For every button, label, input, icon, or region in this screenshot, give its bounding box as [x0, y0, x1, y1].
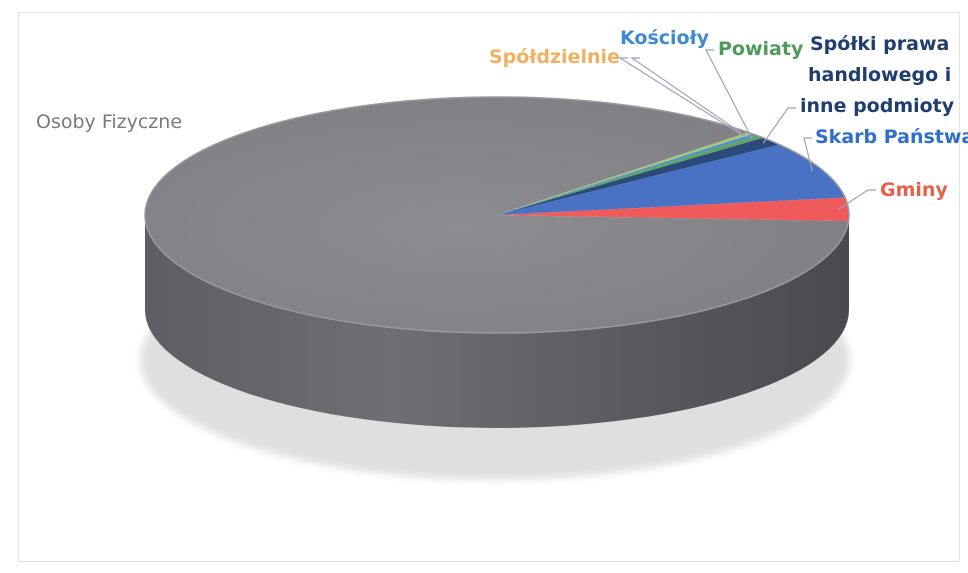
- pie-slice-kościoły: [497, 133, 758, 215]
- leader-line: [630, 57, 748, 138]
- pie-slice-skarb-państwa: [497, 144, 846, 215]
- leader-line: [837, 189, 876, 210]
- slice-label-spolki-line2: handlowego i: [808, 64, 951, 86]
- pie-slice-osoby-fizyczne: [144, 97, 849, 334]
- pie-slice-powiaty: [497, 135, 763, 215]
- slice-label-spolki-line1: Spółki prawa: [810, 33, 949, 55]
- leader-line: [705, 49, 753, 140]
- slice-label-spoldzielnie: Spółdzielnie: [489, 46, 620, 68]
- pie-slices: [144, 96, 850, 334]
- pie-rim: [144, 96, 850, 334]
- leader-lines: [617, 49, 876, 210]
- slice-label-gminy: Gminy: [880, 179, 948, 201]
- pie-side: [145, 215, 849, 428]
- slice-label-powiaty: Powiaty: [718, 38, 804, 60]
- leader-line: [617, 57, 744, 137]
- pie-slice-gminy: [497, 197, 849, 222]
- pie-slice-spółki-prawa-handlowego-i-inne-podmioty: [497, 137, 780, 215]
- slice-label-skarb-panstwa: Skarb Państwa: [815, 126, 968, 148]
- pie-side-wall: [145, 215, 849, 428]
- pie-slice-spółdzielnie: [497, 132, 753, 215]
- leader-line: [803, 137, 813, 172]
- slice-label-koscioly: Kościoły: [620, 27, 710, 49]
- leader-line: [762, 107, 796, 144]
- slice-label-spolki-line3: inne podmioty: [800, 95, 955, 117]
- slice-label-osoby-fizyczne: Osoby Fizyczne: [36, 111, 182, 133]
